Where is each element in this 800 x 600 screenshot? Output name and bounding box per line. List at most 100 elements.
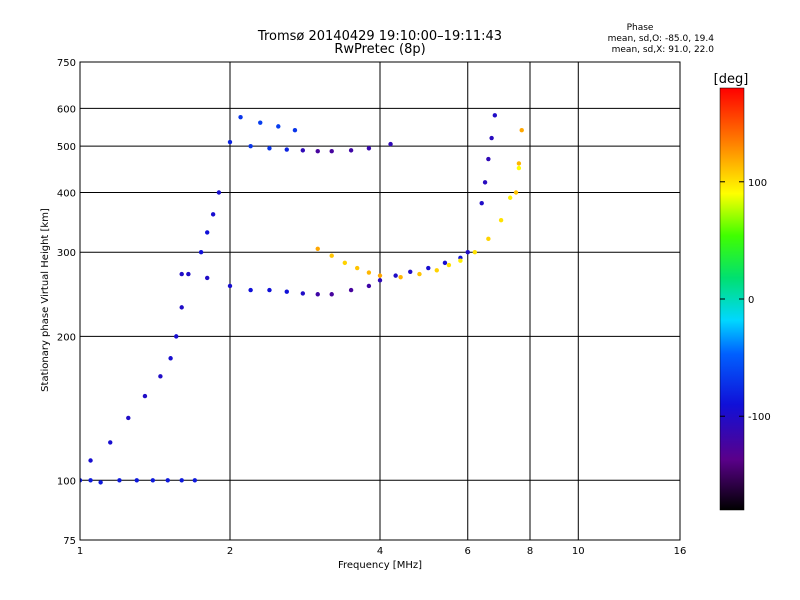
data-point bbox=[516, 161, 522, 166]
data-point bbox=[315, 292, 320, 297]
x-tick-label: 4 bbox=[377, 546, 383, 557]
data-point bbox=[434, 268, 439, 273]
data-point bbox=[179, 478, 184, 483]
data-point bbox=[267, 146, 272, 151]
colorbar-ticks: 100 0 -100 bbox=[720, 178, 771, 423]
data-point bbox=[179, 271, 184, 277]
stats-o: mean, sd,O: -85.0, 19.4 bbox=[608, 34, 715, 44]
data-point bbox=[446, 262, 452, 268]
data-point bbox=[98, 480, 103, 485]
y-axis-label: Stationary phase Virtual Height [km] bbox=[40, 208, 51, 392]
y-axis-ticks: 75 100 200 300 400 500 600 750 bbox=[57, 58, 76, 547]
plot-frame bbox=[79, 61, 681, 541]
x-tick-label: 16 bbox=[674, 546, 687, 557]
data-point bbox=[267, 287, 272, 293]
y-tick-label: 400 bbox=[57, 188, 76, 199]
data-point bbox=[142, 393, 148, 399]
data-point bbox=[276, 124, 281, 129]
data-point bbox=[366, 270, 372, 275]
data-point bbox=[513, 190, 519, 195]
data-point bbox=[216, 190, 222, 195]
data-point bbox=[329, 149, 334, 154]
data-point bbox=[465, 250, 470, 255]
data-point bbox=[150, 478, 156, 483]
data-point bbox=[204, 275, 210, 281]
x-tick-label: 10 bbox=[572, 546, 585, 557]
x-tick-label: 8 bbox=[527, 546, 533, 557]
data-point bbox=[248, 143, 253, 149]
data-point bbox=[315, 246, 320, 251]
data-point bbox=[284, 147, 289, 152]
data-point bbox=[108, 440, 113, 445]
data-point bbox=[227, 283, 233, 289]
x-tick-label: 2 bbox=[227, 546, 233, 557]
data-point bbox=[442, 260, 448, 266]
data-point bbox=[168, 356, 173, 361]
data-point bbox=[329, 253, 334, 258]
y-tick-label: 600 bbox=[57, 104, 76, 115]
data-point bbox=[377, 273, 383, 278]
data-point bbox=[174, 334, 179, 339]
x-axis-ticks: 1 2 4 6 8 10 16 bbox=[77, 546, 687, 557]
data-point bbox=[393, 273, 398, 278]
data-point bbox=[492, 113, 498, 118]
colorbar-tick-label: -100 bbox=[748, 412, 771, 423]
data-point bbox=[426, 265, 431, 271]
data-point bbox=[388, 141, 393, 147]
colorbar-label: [deg] bbox=[714, 72, 749, 87]
data-point bbox=[238, 114, 243, 120]
y-tick-label: 750 bbox=[57, 58, 76, 69]
data-point bbox=[479, 200, 484, 206]
data-point bbox=[88, 458, 93, 463]
data-point bbox=[498, 218, 504, 223]
data-point bbox=[348, 287, 354, 293]
data-point bbox=[88, 478, 93, 483]
data-point bbox=[366, 146, 372, 151]
y-tick-label: 100 bbox=[57, 476, 76, 487]
data-point bbox=[284, 289, 289, 294]
data-point bbox=[348, 148, 354, 153]
data-point bbox=[519, 127, 524, 133]
data-point bbox=[342, 260, 348, 266]
y-tick-label: 300 bbox=[57, 248, 76, 259]
x-tick-label: 1 bbox=[77, 546, 83, 557]
chart-title: Tromsø 20140429 19:10:00–19:11:43 bbox=[257, 29, 502, 44]
data-point bbox=[165, 478, 170, 483]
data-point bbox=[489, 135, 494, 141]
data-point bbox=[377, 278, 383, 283]
data-point bbox=[366, 283, 372, 289]
x-axis-label: Frequency [MHz] bbox=[338, 560, 422, 571]
data-point bbox=[134, 478, 139, 483]
data-point bbox=[507, 195, 513, 200]
y-tick-label: 75 bbox=[63, 536, 76, 547]
data-point bbox=[516, 165, 522, 171]
data-point bbox=[486, 236, 491, 242]
data-point bbox=[204, 230, 210, 235]
data-point bbox=[80, 478, 83, 483]
data-point bbox=[158, 374, 163, 379]
data-point bbox=[398, 274, 403, 280]
data-point bbox=[482, 180, 488, 185]
data-point bbox=[458, 258, 463, 263]
data-point bbox=[192, 478, 198, 483]
data-point bbox=[408, 269, 413, 274]
chart-subtitle: RwPretec (8p) bbox=[334, 42, 425, 57]
data-point bbox=[126, 415, 131, 421]
data-point bbox=[329, 292, 334, 297]
data-point bbox=[198, 250, 204, 255]
data-point bbox=[292, 127, 298, 133]
data-point bbox=[354, 265, 360, 271]
grid-lines bbox=[80, 62, 680, 540]
data-point bbox=[179, 305, 184, 310]
data-point bbox=[300, 148, 306, 153]
y-tick-label: 500 bbox=[57, 142, 76, 153]
colorbar-tick-label: 0 bbox=[748, 295, 754, 306]
data-point bbox=[258, 120, 263, 125]
data-point bbox=[186, 271, 191, 277]
data-point bbox=[210, 212, 216, 217]
x-tick-label: 6 bbox=[465, 546, 471, 557]
data-point bbox=[472, 250, 478, 255]
colorbar-tick-label: 100 bbox=[748, 178, 767, 189]
data-point bbox=[300, 291, 306, 296]
